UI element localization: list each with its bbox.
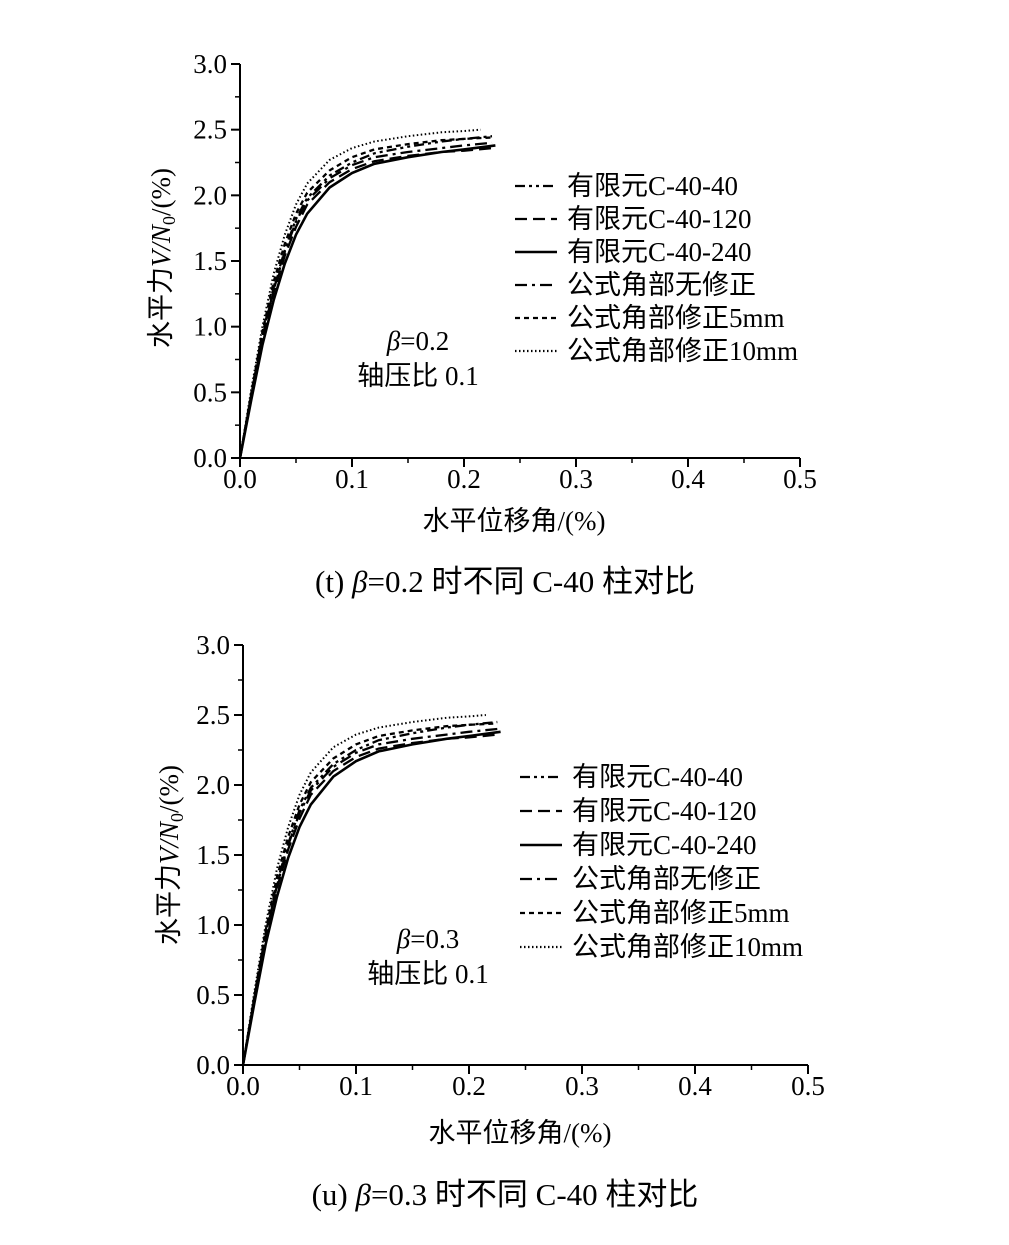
beta-annotation: β=0.3: [396, 924, 459, 954]
axis-ticks: 0.0 0.1 0.2 0.3 0.4 0.5 0.0 0.5 1.0 1.5 2.0 2.5 3.0: [196, 630, 825, 1101]
series-line-2: [238, 146, 493, 459]
chart-u: 0.0 0.1 0.2 0.3 0.4 0.50.00.51.01.52.02.53.0 …: [154, 630, 825, 1212]
x-tick-label: 0.4: [671, 464, 705, 494]
legend-label-4: 公式角部无修正: [567, 270, 756, 300]
x-tick-label: 0.1: [335, 464, 369, 494]
legend-label-3: 有限元C-40-240: [567, 237, 752, 267]
series-lines: [241, 714, 501, 1066]
beta-symbol: β: [386, 326, 401, 356]
caption-beta: β: [354, 1177, 371, 1212]
x-tick-label: 0.0: [226, 1071, 260, 1101]
x-tick-label: 0.4: [678, 1071, 712, 1101]
legend: 有限元C-40-40有限元C-40-120有限元C-40-240公式角部无修正公…: [520, 762, 803, 962]
legend-label-4: 公式角部无修正: [572, 864, 761, 894]
y-axis-label-sub: 0: [167, 813, 187, 822]
chart-caption: (t) β=0.2 时不同 C-40 柱对比: [315, 564, 695, 599]
series-line-5: [241, 722, 498, 1066]
y-axis-label-suffix: /(%): [154, 765, 184, 813]
legend-label-6: 公式角部修正10mm: [567, 336, 798, 366]
beta-value: =0.3: [410, 924, 459, 954]
chart-t: 0.0 0.1 0.2 0.3 0.4 0.50.00.51.01.52.02.53.0 …: [146, 49, 817, 599]
caption-id: (t): [315, 564, 344, 599]
series-line-5: [238, 136, 493, 459]
series-line-2: [241, 733, 498, 1066]
series-line-1: [238, 135, 493, 459]
y-axis-label-var: V/N: [154, 820, 184, 864]
y-tick-label: 2.5: [193, 115, 227, 145]
y-tick-label: 3.0: [196, 630, 230, 660]
caption-gap: [348, 1177, 356, 1212]
x-tick-label: 0.1: [339, 1071, 373, 1101]
caption-id: (u): [312, 1177, 348, 1212]
beta-annotation: β=0.2: [386, 326, 449, 356]
y-tick-label: 2.0: [196, 770, 230, 800]
y-tick-label: 1.5: [193, 246, 227, 276]
caption-text: =0.2 时不同 C-40 柱对比: [367, 564, 694, 599]
y-axis-label: 水平力V/N0/(%): [146, 168, 179, 348]
series-line-3: [238, 144, 496, 459]
beta-symbol: β: [396, 924, 411, 954]
y-tick-label: 1.0: [196, 910, 230, 940]
beta-value: =0.2: [400, 326, 449, 356]
axis-ticks: 0.0 0.1 0.2 0.3 0.4 0.5 0.0 0.5 1.0 1.5 2.0 2.5 3.0: [193, 49, 817, 494]
legend-label-2: 有限元C-40-120: [572, 796, 757, 826]
y-tick-label: 0.0: [193, 443, 227, 473]
series-line-4: [238, 141, 493, 459]
x-tick-label: 0.2: [452, 1071, 486, 1101]
y-axis-label-suffix: /(%): [146, 168, 176, 216]
legend-label-3: 有限元C-40-240: [572, 830, 757, 860]
caption-text: =0.3 时不同 C-40 柱对比: [371, 1177, 698, 1212]
legend: 有限元C-40-40有限元C-40-120有限元C-40-240公式角部无修正公…: [515, 171, 798, 366]
series-line-4: [241, 727, 498, 1066]
y-tick-label: 3.0: [193, 49, 227, 79]
legend-label-5: 公式角部修正5mm: [572, 898, 790, 928]
y-tick-label: 0.5: [193, 377, 227, 407]
y-tick-label: 2.0: [193, 180, 227, 210]
x-tick-label: 0.2: [447, 464, 481, 494]
legend-label-5: 公式角部修正5mm: [567, 303, 785, 333]
legend-label-6: 公式角部修正10mm: [572, 932, 803, 962]
series-line-6: [239, 128, 481, 459]
x-tick-label: 0.3: [559, 464, 593, 494]
chart-caption: (u) β=0.3 时不同 C-40 柱对比: [312, 1177, 699, 1212]
series-lines: [238, 128, 496, 459]
x-tick-label: 0.0: [223, 464, 257, 494]
y-tick-label: 0.5: [196, 980, 230, 1010]
x-axis-label: 水平位移角/(%): [423, 506, 606, 536]
y-tick-label: 0.0: [196, 1050, 230, 1080]
y-axis-label-sub: 0: [159, 216, 179, 225]
y-tick-label: 1.5: [196, 840, 230, 870]
y-axis-label-prefix: 水平力: [146, 267, 176, 348]
axial-ratio-annotation: 轴压比 0.1: [357, 361, 479, 391]
y-axis-label: 水平力V/N0/(%): [154, 765, 187, 945]
y-tick-label: 1.0: [193, 312, 227, 342]
series-line-1: [241, 720, 498, 1066]
caption-beta: β: [351, 564, 368, 599]
series-line-3: [241, 730, 501, 1066]
legend-label-1: 有限元C-40-40: [572, 762, 743, 792]
x-tick-label: 0.5: [791, 1071, 825, 1101]
x-tick-label: 0.5: [783, 464, 817, 494]
y-tick-label: 2.5: [196, 700, 230, 730]
x-tick-label: 0.3: [565, 1071, 599, 1101]
y-axis-label-prefix: 水平力: [154, 864, 184, 945]
caption-gap: [344, 564, 352, 599]
y-axis-label-var: V/N: [146, 223, 176, 267]
legend-label-1: 有限元C-40-40: [567, 171, 738, 201]
axial-ratio-annotation: 轴压比 0.1: [367, 959, 489, 989]
x-axis-label: 水平位移角/(%): [429, 1118, 612, 1148]
legend-label-2: 有限元C-40-120: [567, 204, 752, 234]
